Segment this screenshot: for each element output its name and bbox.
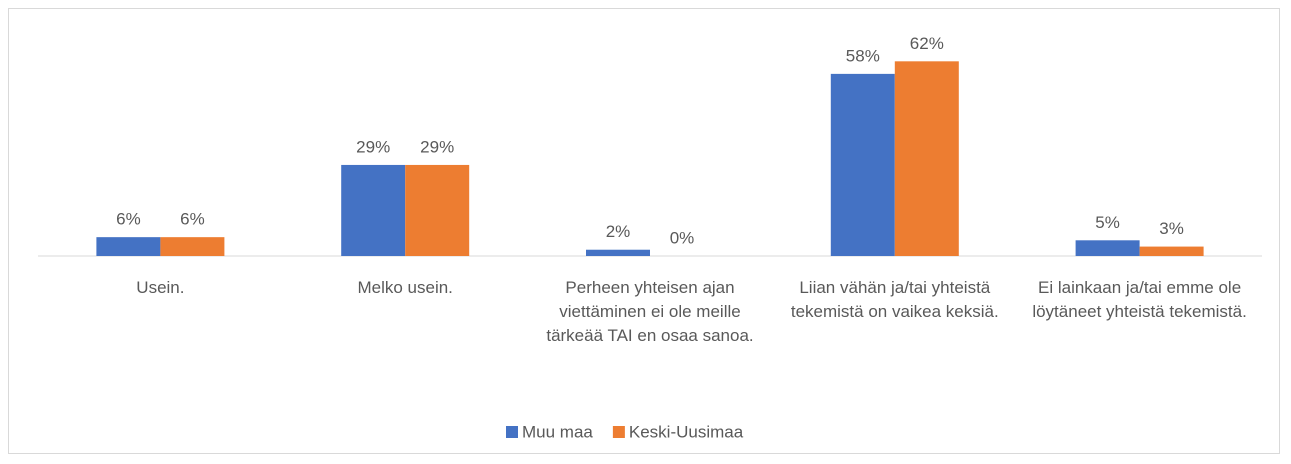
bar: [830, 73, 895, 256]
data-label: 29%: [356, 137, 390, 156]
x-tick-label: Perheen yhteisen ajan viettäminen ei ole…: [546, 278, 754, 345]
chart-frame: [8, 8, 1280, 454]
legend-label: Keski-Uusimaa: [629, 422, 744, 441]
data-label: 3%: [1159, 219, 1184, 238]
bar: [96, 237, 161, 256]
x-tick-label: Ei lainkaan ja/tai emme ole löytäneet yh…: [1032, 278, 1247, 321]
data-label: 0%: [670, 228, 695, 247]
data-label: 6%: [180, 210, 205, 229]
x-tick-label: Usein.: [136, 278, 185, 297]
data-label: 5%: [1095, 213, 1120, 232]
x-tick-label: Liian vähän ja/tai yhteistä tekemistä on…: [790, 278, 999, 321]
data-label: 62%: [910, 34, 944, 53]
bar: [341, 164, 406, 256]
bar: [405, 164, 470, 256]
data-label: 2%: [606, 222, 631, 241]
bar: [1075, 240, 1140, 256]
bar: [1139, 246, 1204, 256]
data-label: 6%: [116, 210, 141, 229]
legend-swatch: [612, 426, 625, 438]
legend-label: Muu maa: [522, 422, 593, 441]
data-label: 58%: [846, 46, 880, 65]
bar: [160, 237, 225, 256]
x-tick-label: Melko usein.: [357, 278, 453, 297]
data-label: 29%: [420, 137, 454, 156]
bar: [586, 249, 650, 256]
bar: [894, 61, 959, 256]
legend-swatch: [506, 426, 518, 438]
